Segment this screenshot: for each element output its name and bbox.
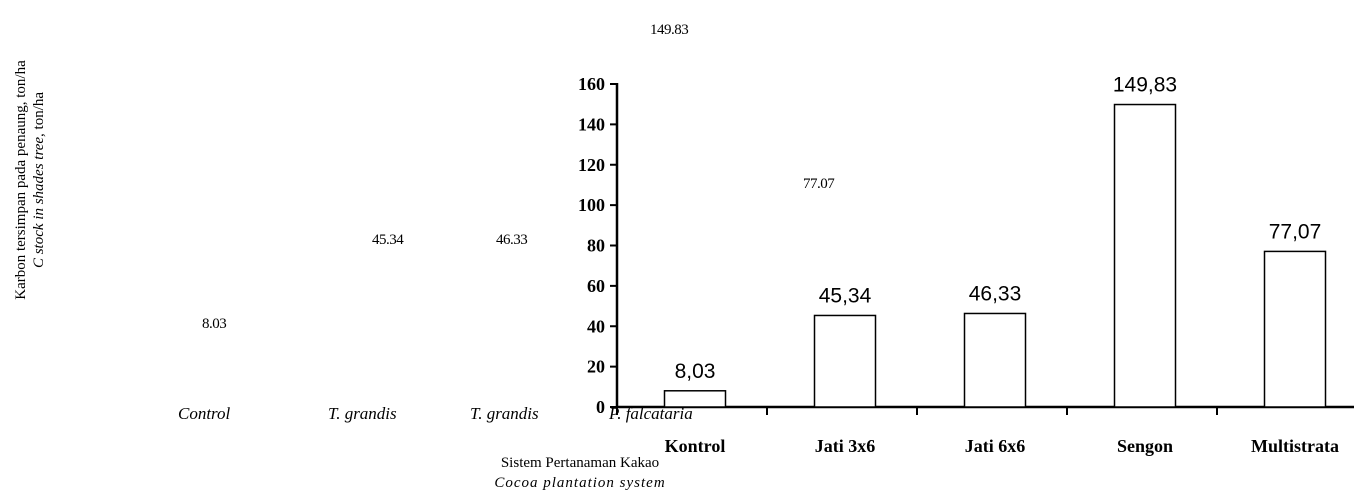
ghost-value-sengon: 149.83 [650,22,689,38]
ghost-value-kontrol: 8.03 [202,316,227,332]
data-label: 149,83 [1113,74,1177,97]
data-label: 46,33 [969,282,1022,305]
y-tick-label: 100 [578,195,605,215]
data-label: 77,07 [1269,220,1322,243]
ghost-value-multistrata: 77.07 [803,176,835,192]
y-tick-label: 40 [587,316,605,336]
ghost-category-t-grandis-2: T. grandis [470,404,539,423]
bar [1263,250,1327,408]
category-label: Multistrata [1251,436,1339,456]
ghost-category-p-falcataria: P. falcataria [609,404,693,423]
bar [963,312,1027,408]
ghost-category-control: Control [178,404,231,423]
x-axis-label-line2: Cocoa plantation system [494,475,666,491]
data-label: 45,34 [819,284,872,307]
y-tick-label: 0 [596,397,605,417]
category-label: Jati 3x6 [815,436,876,456]
bar [1113,103,1177,408]
category-label: Kontrol [665,436,726,456]
category-label: Sengon [1117,436,1173,456]
y-tick-label: 60 [587,276,605,296]
bar [813,314,877,408]
y-tick-label: 80 [587,236,605,256]
y-tick-label: 160 [578,74,605,94]
y-tick-label: 120 [578,155,605,175]
y-tick-label: 20 [587,357,605,377]
category-label: Jati 6x6 [965,436,1026,456]
x-axis-label-line1: Sistem Pertanaman Kakao [500,455,660,471]
ghost-value-jati-6x6: 46.33 [496,232,528,248]
y-tick-label: 140 [578,114,605,134]
ghost-category-t-grandis-1: T. grandis [328,404,397,423]
x-axis-label: Sistem Pertanaman Kakao Cocoa plantation… [430,453,730,493]
bar [663,390,727,408]
data-label: 8,03 [675,360,716,383]
ghost-value-jati-3x6: 45.34 [372,232,404,248]
